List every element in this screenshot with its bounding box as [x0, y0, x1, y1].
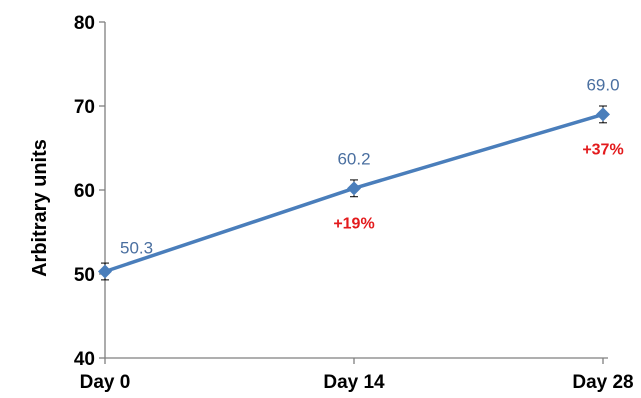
data-point: [98, 264, 112, 279]
y-axis-label: Arbitrary units: [29, 139, 51, 277]
x-tick-label: Day 0: [80, 372, 131, 393]
y-ticks: 40 50 60 70 80: [74, 13, 105, 370]
y-tick-label: 70: [74, 97, 95, 118]
data-label: 69.0: [586, 75, 619, 94]
series: [98, 105, 610, 281]
data-labels: 50.3 60.2 69.0: [120, 75, 620, 257]
annotation-label: +37%: [582, 141, 623, 158]
y-tick-label: 50: [74, 265, 95, 286]
x-tick-label: Day 28: [572, 372, 633, 393]
y-tick-label: 40: [74, 349, 95, 370]
y-tick-label: 60: [74, 181, 95, 202]
data-label: 50.3: [120, 238, 153, 257]
data-point: [596, 107, 610, 122]
x-ticks: Day 0 Day 14 Day 28: [80, 358, 634, 393]
x-tick-label: Day 14: [323, 372, 385, 393]
annotations: +19% +37%: [333, 141, 623, 232]
data-label: 60.2: [337, 149, 370, 168]
data-point: [347, 181, 361, 196]
y-tick-label: 80: [74, 13, 95, 34]
annotation-label: +19%: [333, 215, 374, 232]
